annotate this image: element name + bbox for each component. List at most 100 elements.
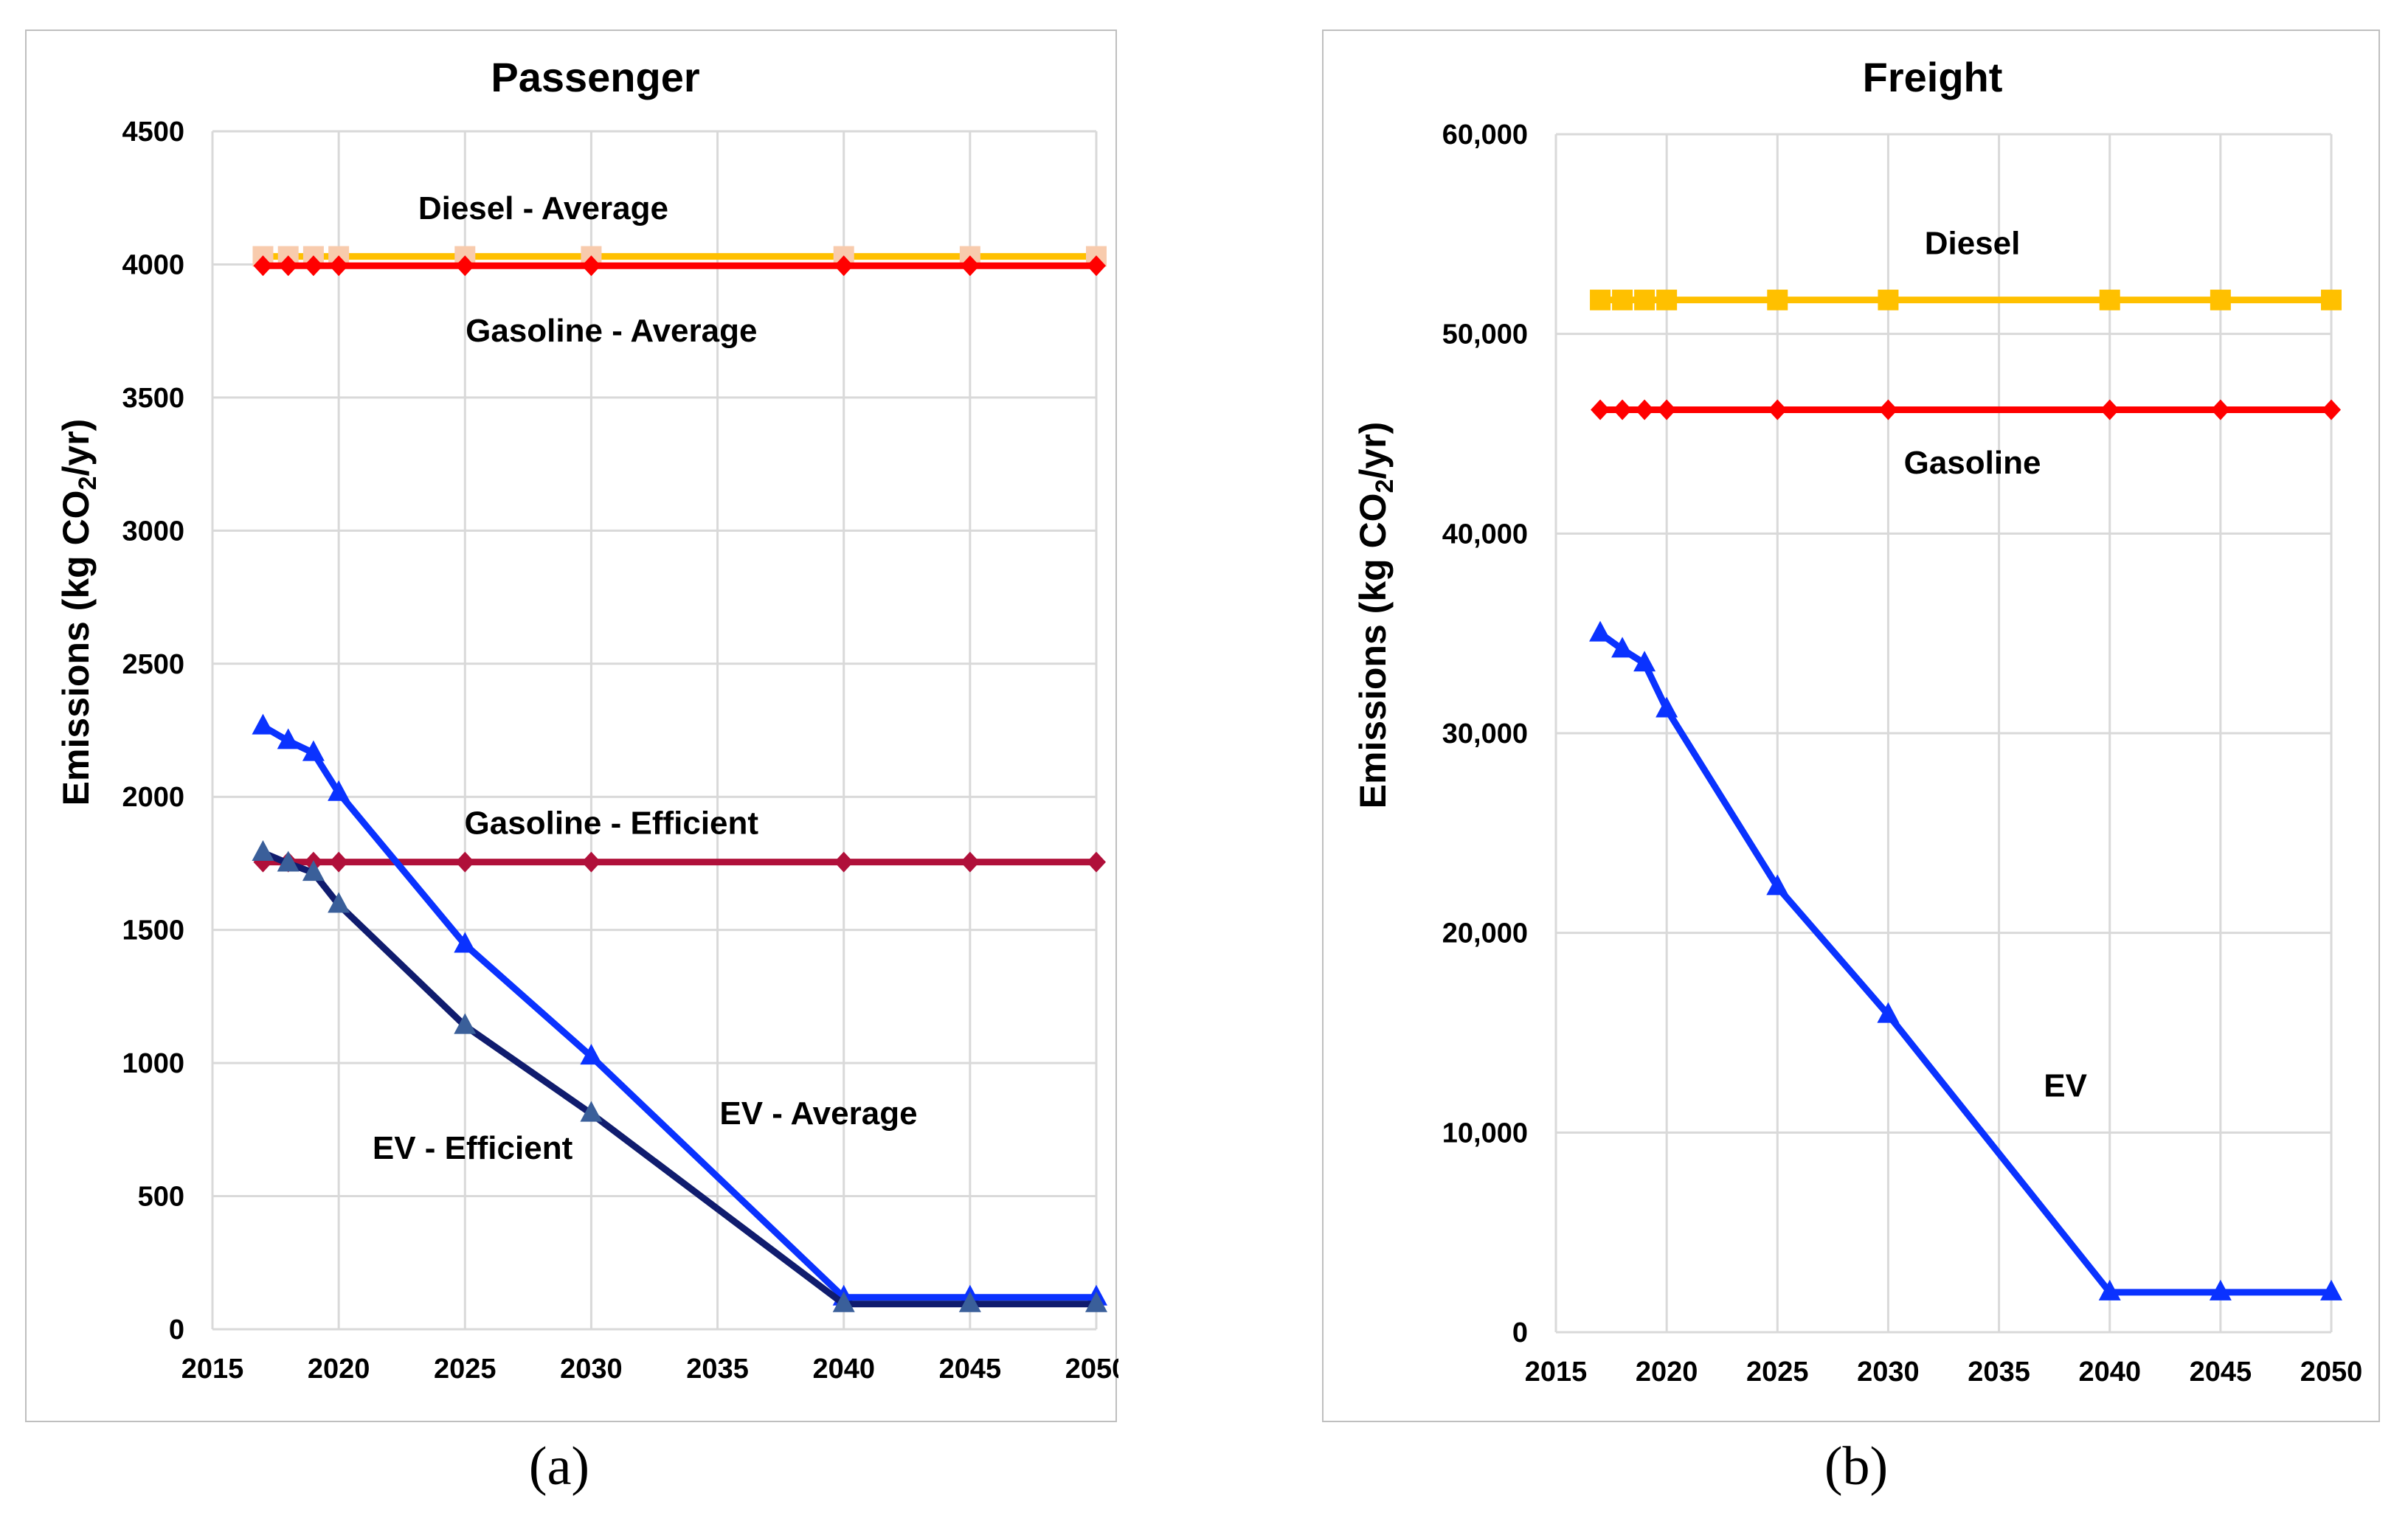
x-tick-label: 2035 <box>686 1354 749 1385</box>
y-tick-label: 60,000 <box>1442 120 1528 150</box>
x-tick-label: 2030 <box>1857 1357 1920 1388</box>
series-annotation: Gasoline <box>1904 445 2041 481</box>
x-tick-label: 2025 <box>1746 1357 1809 1388</box>
data-point-gasoline <box>2210 399 2230 420</box>
data-point-ev-efficient <box>302 860 325 882</box>
data-point-diesel <box>1767 289 1788 311</box>
data-point-ev-efficient <box>328 892 350 913</box>
freight-chart: 2015 2020 2025 2030 2035 2040 2045 2050 0 10,000 2… <box>1352 54 2363 1388</box>
data-point-gasoline-average <box>834 255 854 277</box>
panel-label-a: (a) <box>528 1436 590 1497</box>
series-annotation: EV - Average <box>719 1095 917 1132</box>
data-point-ev-efficient <box>832 1291 855 1312</box>
x-tick-label: 2040 <box>2078 1357 2141 1388</box>
y-tick-label: 2500 <box>122 649 184 680</box>
chart-title: Freight <box>1863 54 2003 100</box>
data-point-gasoline-efficient <box>960 851 980 873</box>
data-point-diesel <box>1612 289 1633 311</box>
chart-panel-passenger: 2015 2020 2025 2030 2035 2040 2045 2050 0 500 1000… <box>25 30 1118 1422</box>
data-point-ev <box>1633 651 1656 672</box>
x-tick-label: 2045 <box>939 1354 1002 1385</box>
y-tick-label: 40,000 <box>1442 519 1528 550</box>
data-point-ev-average <box>302 740 325 761</box>
x-tick-label: 2045 <box>2190 1357 2252 1388</box>
y-tick-label: 3500 <box>122 383 184 414</box>
y-tick-label: 20,000 <box>1442 918 1528 949</box>
data-point-ev <box>1766 874 1789 896</box>
data-point-gasoline-average <box>253 255 273 277</box>
y-tick-label: 0 <box>1512 1317 1528 1348</box>
series-annotation: Diesel <box>1925 225 2021 261</box>
series-line-ev-efficient <box>261 849 1096 1308</box>
data-point-ev-efficient <box>580 1101 603 1122</box>
data-point-ev-average <box>580 1044 603 1065</box>
data-point-gasoline-average <box>960 255 980 277</box>
y-tick-label: 0 <box>169 1315 184 1345</box>
y-axis-label-subscript: 2 <box>74 477 102 491</box>
data-point-ev-efficient <box>958 1291 981 1312</box>
chart-title: Passenger <box>491 54 699 100</box>
panel-label-b: (b) <box>1824 1436 1889 1497</box>
data-point-ev <box>2098 1279 2121 1300</box>
y-tick-label: 1000 <box>122 1048 184 1079</box>
data-point-ev-average <box>454 932 477 953</box>
data-point-gasoline-efficient <box>329 851 349 873</box>
passenger-chart: 2015 2020 2025 2030 2035 2040 2045 2050 0 500 1000… <box>55 54 1118 1385</box>
data-point-diesel <box>1878 289 1899 311</box>
data-point-ev-efficient <box>277 851 300 872</box>
series-annotation: Gasoline - Efficient <box>465 806 759 842</box>
data-point-ev-average <box>277 728 300 749</box>
data-point-diesel <box>2321 289 2342 311</box>
data-point-gasoline-average <box>329 255 349 277</box>
data-point-ev-average <box>252 713 274 735</box>
data-point-gasoline-average <box>455 255 475 277</box>
y-tick-label: 2000 <box>122 782 184 813</box>
x-tick-label: 2015 <box>1525 1357 1588 1388</box>
data-point-gasoline <box>1635 399 1655 420</box>
data-point-gasoline-average <box>278 255 298 277</box>
data-point-gasoline <box>1657 399 1677 420</box>
y-tick-label: 1500 <box>122 915 184 946</box>
y-tick-label: 3000 <box>122 516 184 547</box>
data-point-ev <box>1589 620 1612 642</box>
data-point-gasoline-average <box>303 255 323 277</box>
y-tick-label: 4000 <box>122 249 184 280</box>
x-tick-label: 2050 <box>2300 1357 2363 1388</box>
data-point-gasoline <box>1878 399 1898 420</box>
y-tick-label: 500 <box>138 1182 184 1213</box>
y-axis-label-main: Emissions (kg CO <box>55 490 97 806</box>
y-axis-label-main: Emissions (kg CO <box>1352 493 1394 808</box>
y-axis-label: Emissions (kg CO2/yr) <box>55 419 102 806</box>
data-point-ev <box>1877 1002 1900 1023</box>
x-tick-label: 2020 <box>308 1354 370 1385</box>
x-tick-label: 2030 <box>560 1354 623 1385</box>
series-annotation: Diesel - Average <box>418 190 668 226</box>
y-tick-label: 10,000 <box>1442 1118 1528 1149</box>
x-tick-label: 2050 <box>1065 1354 1118 1385</box>
series-annotation: Gasoline - Average <box>466 313 757 349</box>
chart-panel-freight: 2015 2020 2025 2030 2035 2040 2045 2050 0 10,000 2… <box>1322 30 2380 1422</box>
data-point-ev-efficient <box>252 840 274 862</box>
data-point-ev <box>2209 1279 2232 1300</box>
data-point-ev-efficient <box>1085 1291 1107 1312</box>
data-point-gasoline <box>2322 399 2341 420</box>
data-point-gasoline-efficient <box>581 851 601 873</box>
x-tick-label: 2040 <box>812 1354 875 1385</box>
y-tick-label: 30,000 <box>1442 718 1528 749</box>
data-point-ev <box>1656 696 1678 718</box>
x-tick-label: 2015 <box>181 1354 244 1385</box>
y-tick-label: 50,000 <box>1442 319 1528 350</box>
data-point-ev <box>2320 1279 2342 1300</box>
data-point-gasoline-efficient <box>455 851 475 873</box>
data-point-ev <box>1611 637 1634 658</box>
data-point-gasoline-efficient <box>1087 851 1106 873</box>
data-point-ev-efficient <box>454 1013 477 1034</box>
data-point-gasoline <box>1591 399 1610 420</box>
data-point-gasoline <box>1768 399 1788 420</box>
x-tick-label: 2020 <box>1636 1357 1698 1388</box>
data-point-gasoline-efficient <box>834 851 854 873</box>
series-annotation: EV - Efficient <box>373 1130 573 1166</box>
y-axis-label-unit: /yr) <box>1352 422 1394 479</box>
x-tick-label: 2035 <box>1968 1357 2030 1388</box>
data-point-ev-average <box>328 780 350 801</box>
